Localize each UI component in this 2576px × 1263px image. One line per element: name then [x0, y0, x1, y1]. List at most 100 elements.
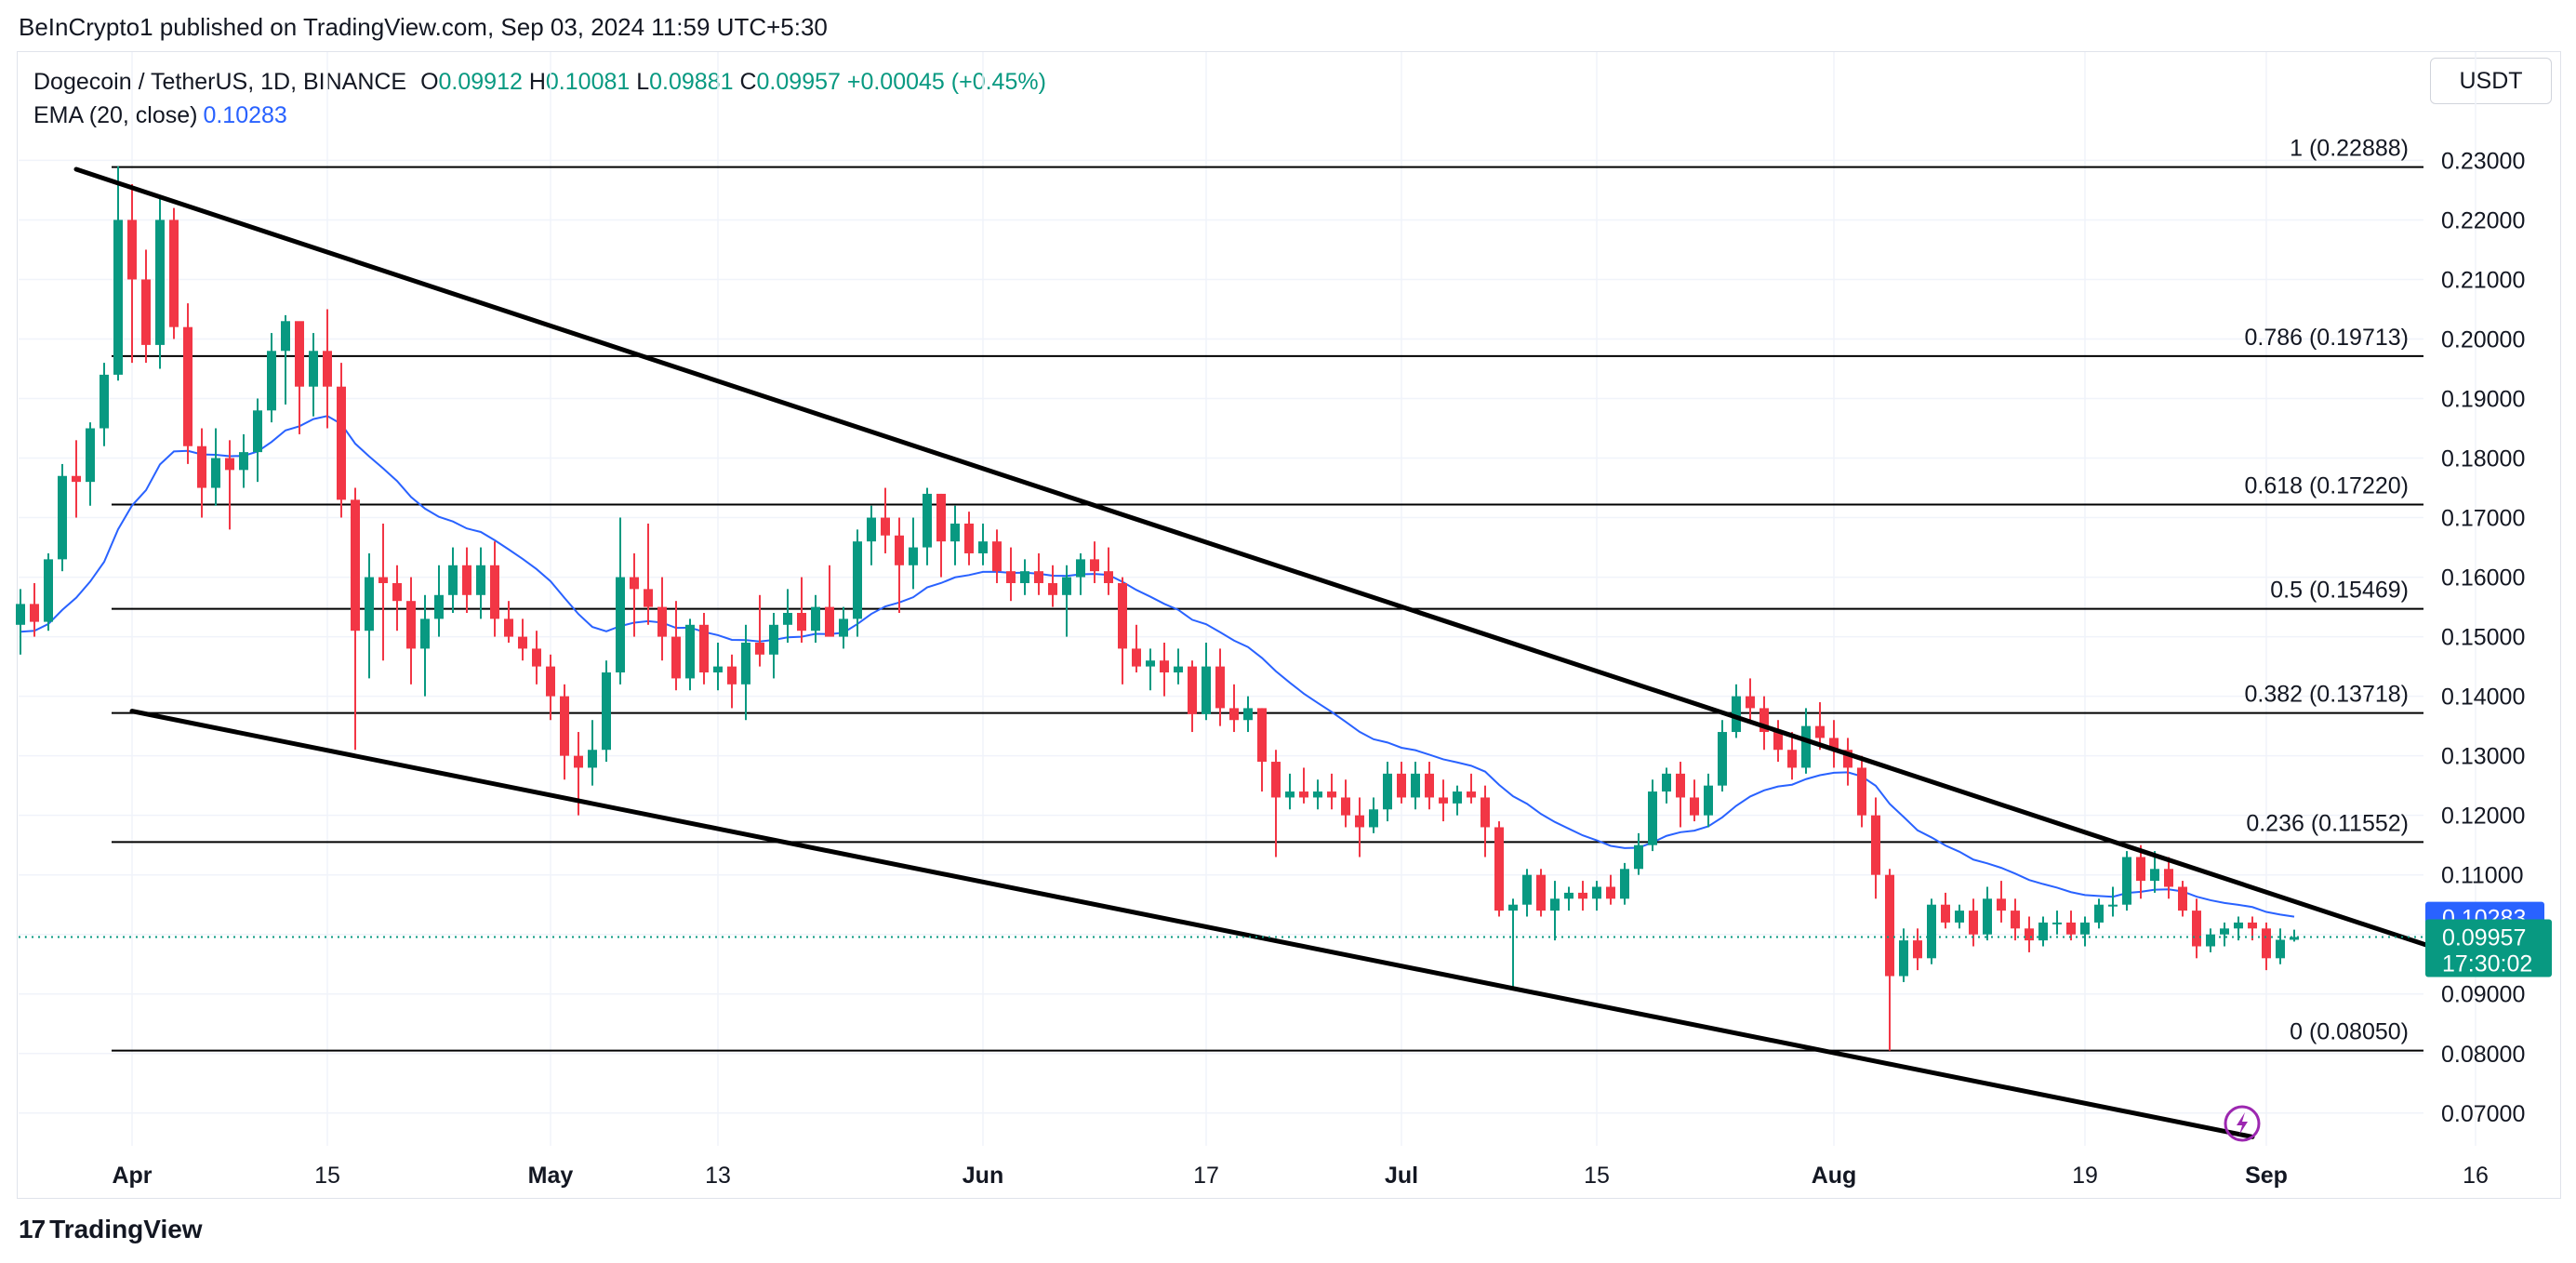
ohlc-low: 0.09881: [649, 69, 734, 95]
candle-body: [1899, 940, 1908, 977]
x-tick-label: 17: [1193, 1163, 1219, 1189]
candle-body: [1620, 869, 1629, 899]
candle-body: [1690, 797, 1699, 816]
candle-body: [1857, 767, 1866, 816]
last-price-tag: [2425, 919, 2552, 977]
candle-body: [1048, 582, 1057, 595]
ohlc-change: +0.00045 (+0.45%): [846, 69, 1046, 95]
candle-body: [1118, 582, 1127, 649]
x-tick-label: Sep: [2245, 1163, 2288, 1189]
ohlc-close: 0.09957: [756, 69, 841, 95]
candle-body: [1941, 904, 1950, 923]
ohlc-high-label: H: [528, 69, 546, 95]
y-tick-label: 0.16000: [2441, 565, 2525, 592]
y-tick-label: 0.19000: [2441, 387, 2525, 413]
y-tick-label: 0.14000: [2441, 685, 2525, 711]
candle-body: [1522, 874, 1532, 905]
candle-body: [183, 326, 193, 446]
candle-body: [1285, 791, 1295, 798]
candle-body: [1676, 773, 1685, 798]
candle-body: [783, 612, 792, 625]
candle-body: [44, 559, 53, 622]
candle-body: [392, 582, 402, 602]
candle-body: [406, 601, 416, 649]
candle-body: [448, 565, 458, 595]
candle-body: [1606, 886, 1615, 899]
candle-body: [1076, 559, 1085, 578]
x-tick-label: May: [528, 1163, 574, 1189]
candle-body: [1648, 791, 1657, 845]
candle-body: [727, 666, 737, 685]
candle-body: [2066, 922, 2076, 935]
candle-body: [2150, 869, 2159, 882]
candle-body: [239, 452, 248, 471]
x-tick-label: Jun: [963, 1163, 1003, 1189]
candle-body: [1174, 666, 1183, 673]
candle-body: [1383, 773, 1392, 810]
x-tick-label: 15: [314, 1163, 340, 1189]
candle-body: [2234, 922, 2243, 929]
currency-unit-button[interactable]: USDT: [2430, 58, 2552, 104]
candle-body: [2192, 911, 2201, 947]
candle-body: [2248, 922, 2257, 929]
candle-body: [978, 541, 988, 553]
candle-body: [72, 475, 81, 483]
y-tick-label: 0.20000: [2441, 326, 2525, 352]
candle-body: [2025, 928, 2034, 941]
candle-body: [1160, 660, 1169, 673]
candle-body: [1773, 732, 1783, 751]
candle-body: [16, 604, 25, 625]
candle-body: [1843, 750, 1852, 768]
y-tick-label: 0.07000: [2441, 1101, 2525, 1127]
trendline-lower: [129, 709, 2255, 1139]
ema-line: [20, 415, 2295, 918]
ohlc-open-label: O: [420, 69, 439, 95]
candle-body: [1257, 708, 1267, 763]
ohlc-open: 0.09912: [438, 69, 523, 95]
tradingview-logo-text: TradingView: [49, 1215, 203, 1243]
x-tick-label: Jul: [1385, 1163, 1418, 1189]
candle-body: [2290, 937, 2299, 940]
candle-body: [462, 565, 471, 595]
candle-body: [1913, 940, 1922, 959]
symbol-title[interactable]: Dogecoin / TetherUS, 1D, BINANCE: [33, 69, 407, 95]
candle-body: [378, 577, 388, 583]
candle-body: [1746, 696, 1755, 709]
candle-body: [1815, 725, 1825, 738]
candle-body: [2011, 911, 2020, 929]
candle-body: [253, 410, 262, 453]
candle-body: [755, 643, 764, 655]
ema-label[interactable]: EMA (20, close): [33, 102, 198, 128]
fib-level-label: 0.236 (0.11552): [2246, 810, 2409, 836]
candle-body: [337, 386, 346, 500]
candle-body: [741, 643, 750, 685]
candle-body: [1313, 791, 1322, 798]
candle-body: [1704, 785, 1713, 816]
candle-body: [699, 624, 709, 673]
y-tick-label: 0.08000: [2441, 1042, 2525, 1068]
candle-body: [1955, 911, 1964, 923]
candle-body: [2080, 922, 2090, 935]
candle-body: [2164, 869, 2173, 887]
candle-body: [1564, 892, 1573, 899]
x-tick-label: 15: [1584, 1163, 1610, 1189]
tradingview-logo-icon: 17: [19, 1215, 46, 1243]
candle-body: [351, 499, 360, 632]
indicator-row: EMA (20, close) 0.10283: [33, 99, 1046, 132]
candle-body: [58, 475, 67, 560]
candle-body: [867, 517, 876, 542]
candle-body: [1006, 571, 1016, 583]
candle-body: [2206, 934, 2215, 947]
y-tick-label: 0.12000: [2441, 804, 2525, 830]
candle-body: [671, 636, 681, 679]
last-price-tag-text: 0.09957: [2442, 924, 2526, 951]
countdown-text: 17:30:02: [2442, 951, 2532, 977]
candle-body: [476, 565, 485, 595]
candle-body: [895, 535, 904, 565]
candle-body: [797, 612, 806, 632]
x-tick-label: 19: [2072, 1163, 2098, 1189]
candle-body: [1132, 648, 1141, 667]
lightning-icon: [2224, 1105, 2261, 1142]
ohlc-high: 0.10081: [545, 69, 631, 95]
